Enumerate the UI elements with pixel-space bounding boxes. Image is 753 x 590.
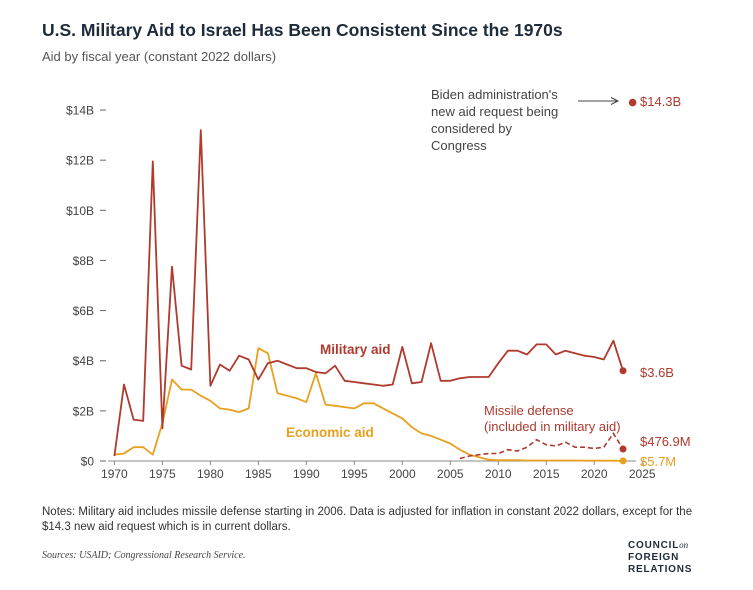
y-tick-label-4: $8B [73, 254, 94, 268]
label-missile-defense-2: (included in military aid) [484, 419, 621, 434]
x-tick-8: 2010 [485, 461, 512, 481]
y-tick-2: $4B [73, 354, 106, 368]
x-tick-11: 2025 [629, 461, 656, 481]
y-tick-7: $14B [66, 104, 106, 118]
end-point-military [619, 367, 627, 375]
label-request-value: $14.3B [640, 94, 681, 109]
request-point [628, 98, 637, 107]
x-tick-9: 2015 [533, 461, 560, 481]
x-tick-5: 1995 [341, 461, 368, 481]
y-tick-label-7: $14B [66, 104, 94, 118]
x-tick-label-8: 2010 [485, 467, 512, 481]
y-tick-4: $8B [73, 254, 106, 268]
y-tick-6: $12B [66, 154, 106, 168]
x-tick-label-1: 1975 [149, 467, 176, 481]
x-tick-label-10: 2020 [581, 467, 608, 481]
x-axis: 1970 1975 1980 1985 1990 1995 2000 2005 … [101, 461, 656, 481]
x-tick-label-3: 1985 [245, 467, 272, 481]
request-note-line-3: Congress [431, 138, 487, 153]
label-end-missile: $476.9M [640, 434, 691, 449]
y-tick-label-5: $10B [66, 204, 94, 218]
x-tick-10: 2020 [581, 461, 608, 481]
y-tick-5: $10B [66, 204, 106, 218]
x-tick-0: 1970 [101, 461, 128, 481]
y-tick-1: $2B [73, 404, 106, 418]
label-missile-defense-1: Missile defense [484, 403, 574, 418]
cfr-logo: COUNCILon FOREIGN RELATIONS [628, 539, 708, 576]
line-chart: $0 $2B $4B $6B $8B $10B $12B $14B 1970 1… [66, 87, 691, 481]
x-tick-3: 1985 [245, 461, 272, 481]
end-point-economic [619, 457, 627, 465]
label-military-aid: Military aid [320, 342, 391, 357]
x-tick-label-6: 2000 [389, 467, 416, 481]
x-tick-4: 1990 [293, 461, 320, 481]
logo-line-1-suffix: on [679, 540, 689, 550]
series-economic-aid-line [114, 347, 624, 462]
y-tick-label-0: $0 [81, 455, 95, 469]
request-note-line-1: new aid request being [431, 104, 558, 119]
x-tick-2: 1980 [197, 461, 224, 481]
x-tick-6: 2000 [389, 461, 416, 481]
x-tick-label-5: 1995 [341, 467, 368, 481]
x-tick-label-11: 2025 [629, 467, 656, 481]
label-economic-aid: Economic aid [286, 425, 374, 440]
chart-sources: Sources: USAID; Congressional Research S… [42, 550, 246, 561]
end-point-missile [619, 445, 627, 453]
logo-line-2: FOREIGN [628, 552, 680, 563]
x-tick-label-9: 2015 [533, 467, 560, 481]
request-note: Biden administration's new aid request b… [431, 87, 558, 153]
x-tick-7: 2005 [437, 461, 464, 481]
y-tick-label-1: $2B [73, 404, 94, 418]
x-tick-label-0: 1970 [101, 467, 128, 481]
y-tick-label-6: $12B [66, 154, 94, 168]
series-missile-defense-line [459, 431, 624, 460]
logo-line-1: COUNCIL [628, 540, 680, 551]
chart-subtitle: Aid by fiscal year (constant 2022 dollar… [42, 49, 277, 64]
y-tick-0: $0 [81, 455, 106, 469]
logo-line-3: RELATIONS [628, 564, 693, 575]
series-military-aid-line [113, 129, 624, 457]
x-tick-label-4: 1990 [293, 467, 320, 481]
chart-notes: Notes: Military aid includes missile def… [42, 506, 693, 533]
y-tick-label-2: $4B [73, 354, 94, 368]
request-note-line-0: Biden administration's [431, 87, 558, 102]
label-end-military: $3.6B [640, 365, 674, 380]
y-tick-3: $6B [73, 304, 106, 318]
chart-title: U.S. Military Aid to Israel Has Been Con… [42, 20, 563, 40]
x-tick-label-2: 1980 [197, 467, 224, 481]
label-end-economic: $5.7M [640, 454, 676, 469]
request-note-line-2: considered by [431, 121, 512, 136]
x-tick-1: 1975 [149, 461, 176, 481]
x-tick-label-7: 2005 [437, 467, 464, 481]
request-arrow-head [610, 97, 620, 105]
y-axis: $0 $2B $4B $6B $8B $10B $12B $14B [66, 104, 106, 469]
y-tick-label-3: $6B [73, 304, 94, 318]
